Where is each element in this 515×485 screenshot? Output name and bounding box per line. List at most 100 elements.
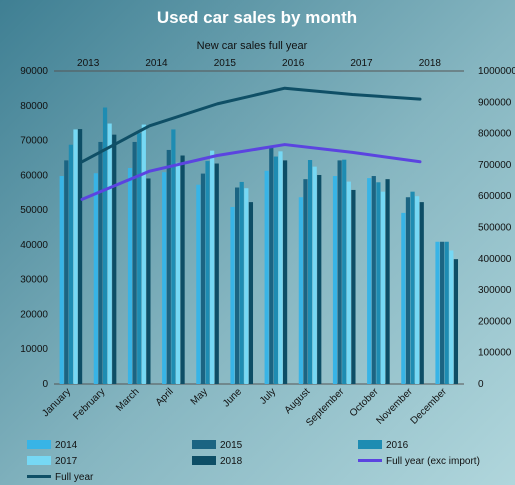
legend-label: 2014 <box>55 440 78 451</box>
bar-2017-october <box>380 191 386 384</box>
y-tick-label: 40000 <box>20 240 48 251</box>
bar-2014-may <box>196 184 201 384</box>
lines-group <box>80 86 422 201</box>
y2-axis-ticks: 0 100000 200000 300000 400000 500000 600000 700… <box>478 66 515 390</box>
bar-2015-september <box>337 160 342 384</box>
bar-2017-january <box>73 129 78 384</box>
x-tick-label: September <box>304 386 347 429</box>
y2-tick-label: 400000 <box>478 254 512 265</box>
legend-label: Full year <box>55 472 94 483</box>
bar-2014-february <box>93 173 98 384</box>
x-tick-label: October <box>348 386 381 419</box>
bar-2014-june <box>230 206 235 384</box>
bar-2014-october <box>367 178 372 384</box>
legend-swatch <box>27 456 51 465</box>
x-tick-label: December <box>409 386 450 427</box>
bar-2016-september <box>342 159 347 384</box>
y2-tick-label: 700000 <box>478 160 512 171</box>
bar-2016-january <box>68 144 73 384</box>
bar-2016-december <box>444 241 449 384</box>
top-axis-label: 2015 <box>214 58 237 69</box>
bar-2014-april <box>162 172 167 384</box>
bar-2015-january <box>64 160 69 384</box>
y-tick-label: 30000 <box>20 275 48 286</box>
bar-2014-november <box>401 212 406 384</box>
bar-2018-april <box>180 155 185 384</box>
line-full-year <box>80 86 422 164</box>
bar-2017-march <box>141 124 146 385</box>
bar-2016-october <box>376 182 381 384</box>
bar-2015-august <box>303 179 308 384</box>
bars-group <box>59 107 459 385</box>
y2-tick-label: 600000 <box>478 191 512 202</box>
bar-2017-august <box>312 166 317 384</box>
bar-2015-november <box>405 197 411 384</box>
y2-tick-label: 1000000 <box>478 66 515 77</box>
bar-2015-june <box>235 187 240 384</box>
y-tick-label: 90000 <box>20 66 48 77</box>
bar-2018-june <box>248 202 254 384</box>
y2-tick-label: 900000 <box>478 97 512 108</box>
bar-2016-february <box>102 107 108 385</box>
bar-2015-february <box>98 141 103 384</box>
bar-2017-april <box>175 162 181 384</box>
bar-2014-july <box>264 170 269 384</box>
legend-swatch <box>358 440 382 449</box>
x-tick-label: May <box>189 386 210 407</box>
bar-2015-april <box>166 149 171 384</box>
y-tick-label: 60000 <box>20 170 48 181</box>
y-axis-ticks: 0 10000 20000 30000 40000 50000 60000 70000 8000… <box>20 66 48 390</box>
bar-2018-october <box>385 179 390 384</box>
legend-label: 2016 <box>386 440 409 451</box>
bar-2018-january <box>77 129 83 384</box>
y2-tick-label: 800000 <box>478 129 512 140</box>
top-axis-label: 2018 <box>419 58 442 69</box>
bar-2015-july <box>269 147 274 384</box>
top-axis-labels: 2013 2014 2015 2016 2017 2018 <box>77 58 441 69</box>
chart-subtitle: New car sales full year <box>197 40 308 52</box>
bar-2017-june <box>244 188 249 384</box>
y2-tick-label: 100000 <box>478 348 512 359</box>
x-tick-label: April <box>154 386 176 408</box>
bar-2018-august <box>317 174 322 384</box>
bar-2014-january <box>59 176 64 384</box>
bar-2017-november <box>415 196 420 384</box>
x-tick-label: March <box>114 386 141 413</box>
bar-2015-december <box>440 241 445 384</box>
top-axis-label: 2016 <box>282 58 305 69</box>
bar-2016-july <box>273 156 278 384</box>
bar-2017-july <box>278 151 283 384</box>
x-tick-label: February <box>71 386 107 422</box>
legend-label: 2017 <box>55 456 78 467</box>
y-tick-label: 10000 <box>20 344 48 355</box>
bar-2018-july <box>282 160 288 384</box>
bar-2015-march <box>132 141 137 384</box>
legend-swatch <box>27 440 51 449</box>
bar-2017-september <box>346 181 351 384</box>
legend-swatch <box>192 440 216 449</box>
y2-tick-label: 500000 <box>478 223 512 234</box>
bar-2016-march <box>137 133 142 384</box>
y-tick-label: 80000 <box>20 101 48 112</box>
y2-tick-label: 200000 <box>478 316 512 327</box>
bar-2015-may <box>200 173 206 384</box>
bar-2018-march <box>146 178 151 384</box>
bar-2017-february <box>107 123 112 385</box>
legend-label: 2015 <box>220 440 243 451</box>
bar-2014-september <box>332 176 338 384</box>
top-axis-label: 2014 <box>145 58 168 69</box>
y-tick-label: 20000 <box>20 309 48 320</box>
bar-2014-march <box>127 168 133 384</box>
top-axis-label: 2013 <box>77 58 100 69</box>
bar-2016-april <box>171 129 176 384</box>
y-tick-label: 0 <box>42 379 48 390</box>
bar-2018-may <box>214 163 219 384</box>
x-tick-label: January <box>40 386 73 419</box>
chart-title: Used car sales by month <box>157 8 357 27</box>
legend-swatch <box>192 456 216 465</box>
y-tick-label: 50000 <box>20 205 48 216</box>
bar-2016-november <box>410 191 415 384</box>
